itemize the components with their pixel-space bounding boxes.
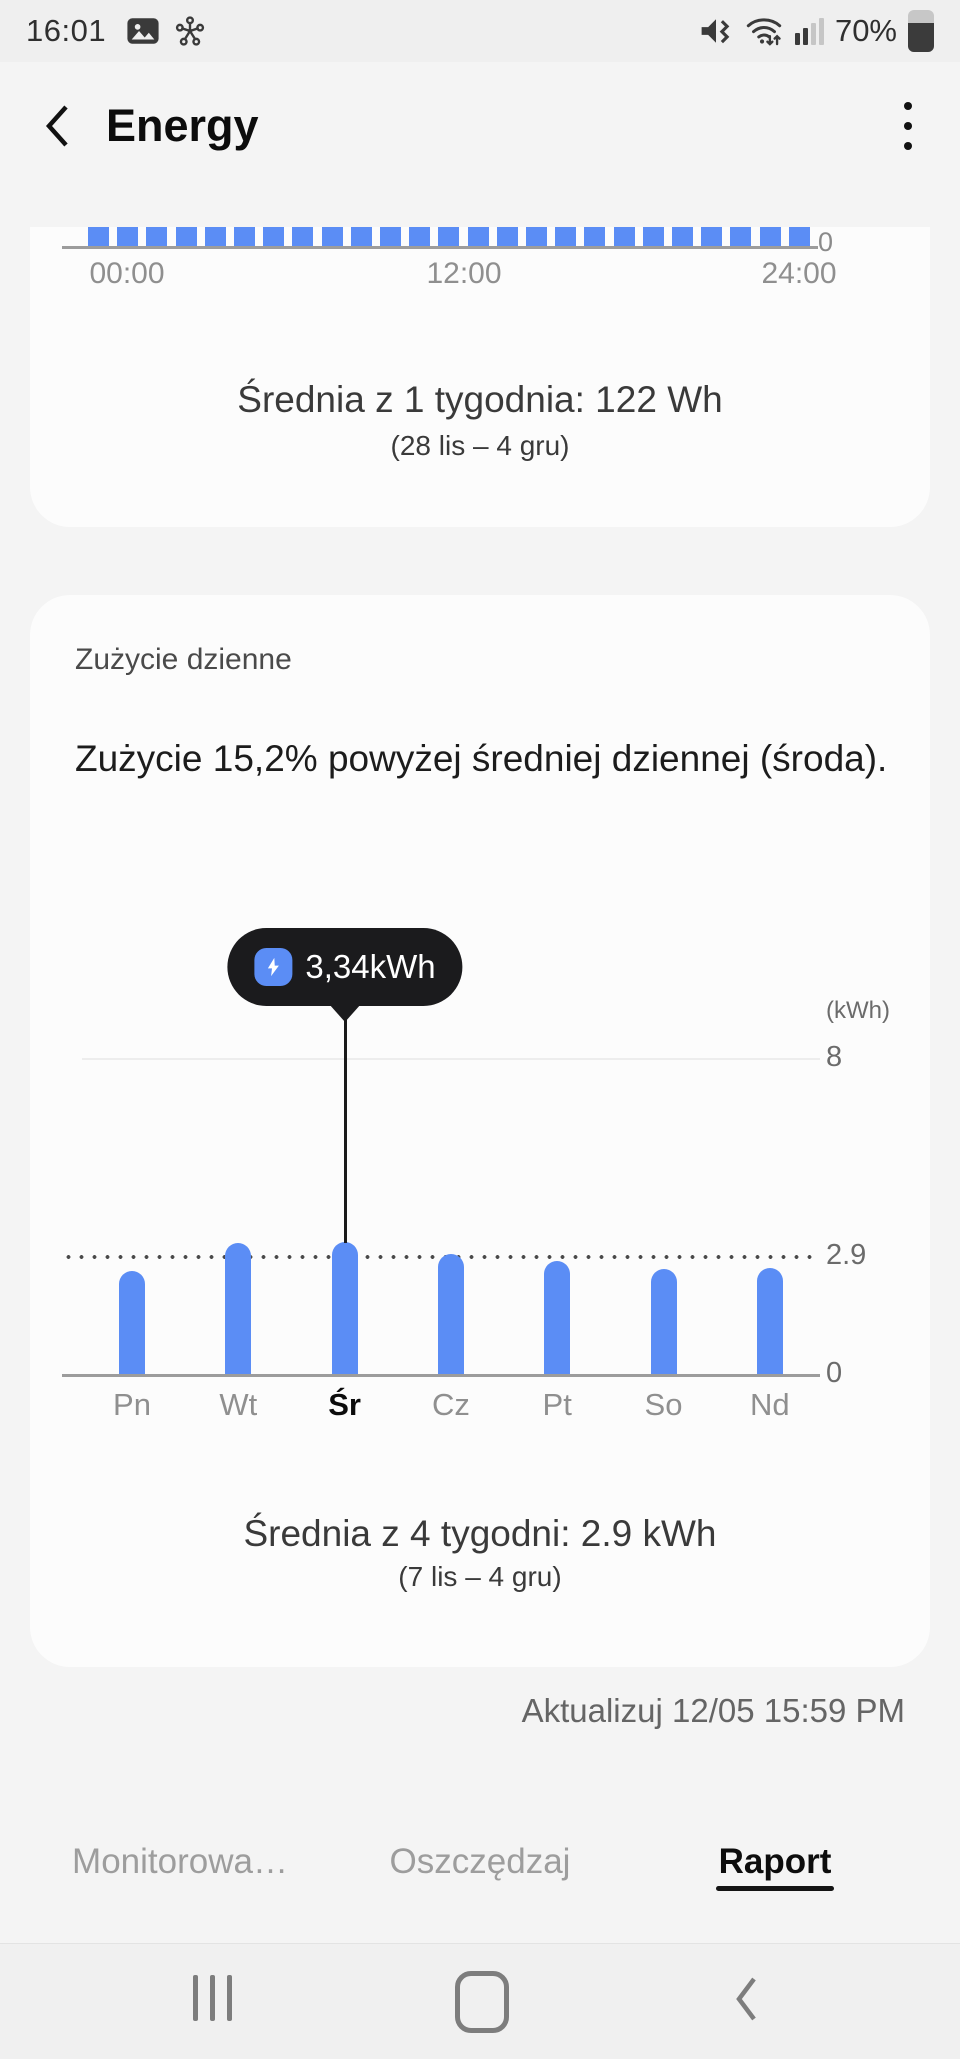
y-tick-8: 8 (826, 1041, 843, 1073)
tab-raport[interactable]: Raport (718, 1842, 832, 1881)
last-updated-text[interactable]: Aktualizuj 12/05 15:59 PM (521, 1692, 905, 1729)
hourly-tick-1200: 12:00 (426, 257, 502, 290)
section-title: Zużycie dzienne (75, 643, 292, 676)
gridline-8 (82, 1058, 820, 1060)
weekly-average-text: Średnia z 1 tygodnia: 122 Wh (237, 379, 723, 420)
hourly-bar (701, 227, 723, 247)
hourly-bar (496, 227, 518, 247)
android-nav-bar (0, 1943, 960, 2059)
day-bar-Cz[interactable] (437, 1254, 464, 1374)
monthly-average-text: Średnia z 4 tygodni: 2.9 kWh (243, 1513, 717, 1554)
hourly-bar (175, 227, 197, 247)
hourly-bar (642, 227, 664, 247)
day-bar-Pn[interactable] (119, 1271, 145, 1374)
smartthings-icon (174, 15, 206, 47)
day-label-So[interactable]: So (644, 1387, 683, 1422)
hourly-bar (788, 227, 810, 247)
day-label-Wt[interactable]: Wt (219, 1387, 258, 1422)
hourly-bar (467, 227, 489, 247)
day-bar-So[interactable] (650, 1269, 677, 1374)
y-tick-2-9: 2.9 (826, 1239, 867, 1271)
hourly-tick-2400: 24:00 (761, 257, 837, 290)
hourly-bar (321, 227, 343, 247)
day-label-Pn[interactable]: Pn (113, 1387, 151, 1422)
battery-icon (908, 10, 934, 52)
hourly-bar (146, 227, 168, 247)
day-label-Cz[interactable]: Cz (431, 1387, 470, 1422)
home-button[interactable] (455, 1971, 509, 2033)
hourly-bar (613, 227, 635, 247)
status-bar: 16:01 (0, 0, 960, 62)
hourly-bar (584, 227, 606, 247)
tooltip-value: 3,34kWh (305, 948, 436, 985)
hourly-bar (438, 227, 460, 247)
daily-bars (30, 595, 930, 1667)
recents-button[interactable] (193, 1975, 232, 2021)
hourly-bars (30, 227, 930, 527)
hourly-usage-card: 0 00:00 12:00 24:00 Średnia z 1 tygodnia… (30, 227, 930, 527)
signal-icon (794, 17, 824, 45)
hourly-bar (204, 227, 226, 247)
daily-labels: Pn Wt Śr Cz Pt So Nd (30, 595, 930, 1667)
day-bar-Pt[interactable] (544, 1261, 571, 1374)
day-label-Pt[interactable]: Pt (542, 1387, 572, 1422)
weekly-period-text: (28 lis – 4 gru) (390, 430, 570, 461)
day-bar-Nd[interactable] (756, 1268, 783, 1374)
tab-monitorowanie[interactable]: Monitorowa… (72, 1842, 288, 1881)
app-header: Energy (0, 62, 960, 190)
nav-back-button[interactable] (732, 1973, 760, 2025)
hourly-bar (117, 227, 139, 247)
hourly-bar (350, 227, 372, 247)
back-button[interactable] (40, 102, 76, 150)
hourly-bar (730, 227, 752, 247)
hourly-bar (672, 227, 693, 247)
day-bar-Wt[interactable] (225, 1243, 252, 1374)
hourly-bar (292, 227, 314, 247)
hourly-axis-zero-label: 0 (818, 227, 834, 257)
hourly-bar (380, 227, 401, 247)
tooltip-line (344, 1019, 347, 1243)
energy-bolt-icon (254, 948, 293, 986)
screenshot-image-icon (126, 16, 160, 46)
daily-usage-card: Zużycie dzienne Zużycie 15,2% powyżej śr… (30, 595, 930, 1667)
mute-vibrate-icon (699, 14, 733, 48)
day-label-Nd[interactable]: Nd (749, 1387, 790, 1422)
tab-oszczedzaj[interactable]: Oszczędzaj (389, 1842, 571, 1881)
more-options-button[interactable] (896, 94, 920, 158)
hourly-bar (409, 227, 431, 247)
value-tooltip[interactable]: 3,34kWh (227, 928, 463, 1006)
hourly-bar (263, 227, 285, 247)
page-title: Energy (106, 100, 259, 151)
hourly-bar (759, 227, 781, 247)
y-axis-unit-label: (kWh) (826, 997, 890, 1024)
daily-axis (62, 1374, 820, 1377)
hourly-bar (555, 227, 577, 247)
hourly-bar (88, 227, 109, 247)
hourly-bar (234, 227, 255, 247)
day-label-Śr[interactable]: Śr (328, 1387, 361, 1422)
insight-text: Zużycie 15,2% powyżej średniej dziennej … (75, 738, 888, 779)
day-bar-Śr[interactable] (331, 1242, 358, 1374)
monthly-period-text: (7 lis – 4 gru) (398, 1561, 562, 1592)
status-time: 16:01 (26, 13, 107, 48)
battery-percent: 70% (834, 13, 897, 48)
active-tab-underline (716, 1886, 834, 1891)
hourly-tick-0000: 00:00 (89, 257, 165, 290)
hourly-axis (62, 246, 818, 249)
y-tick-0: 0 (826, 1357, 843, 1389)
hourly-bar (526, 227, 547, 247)
wifi-icon (744, 14, 784, 48)
